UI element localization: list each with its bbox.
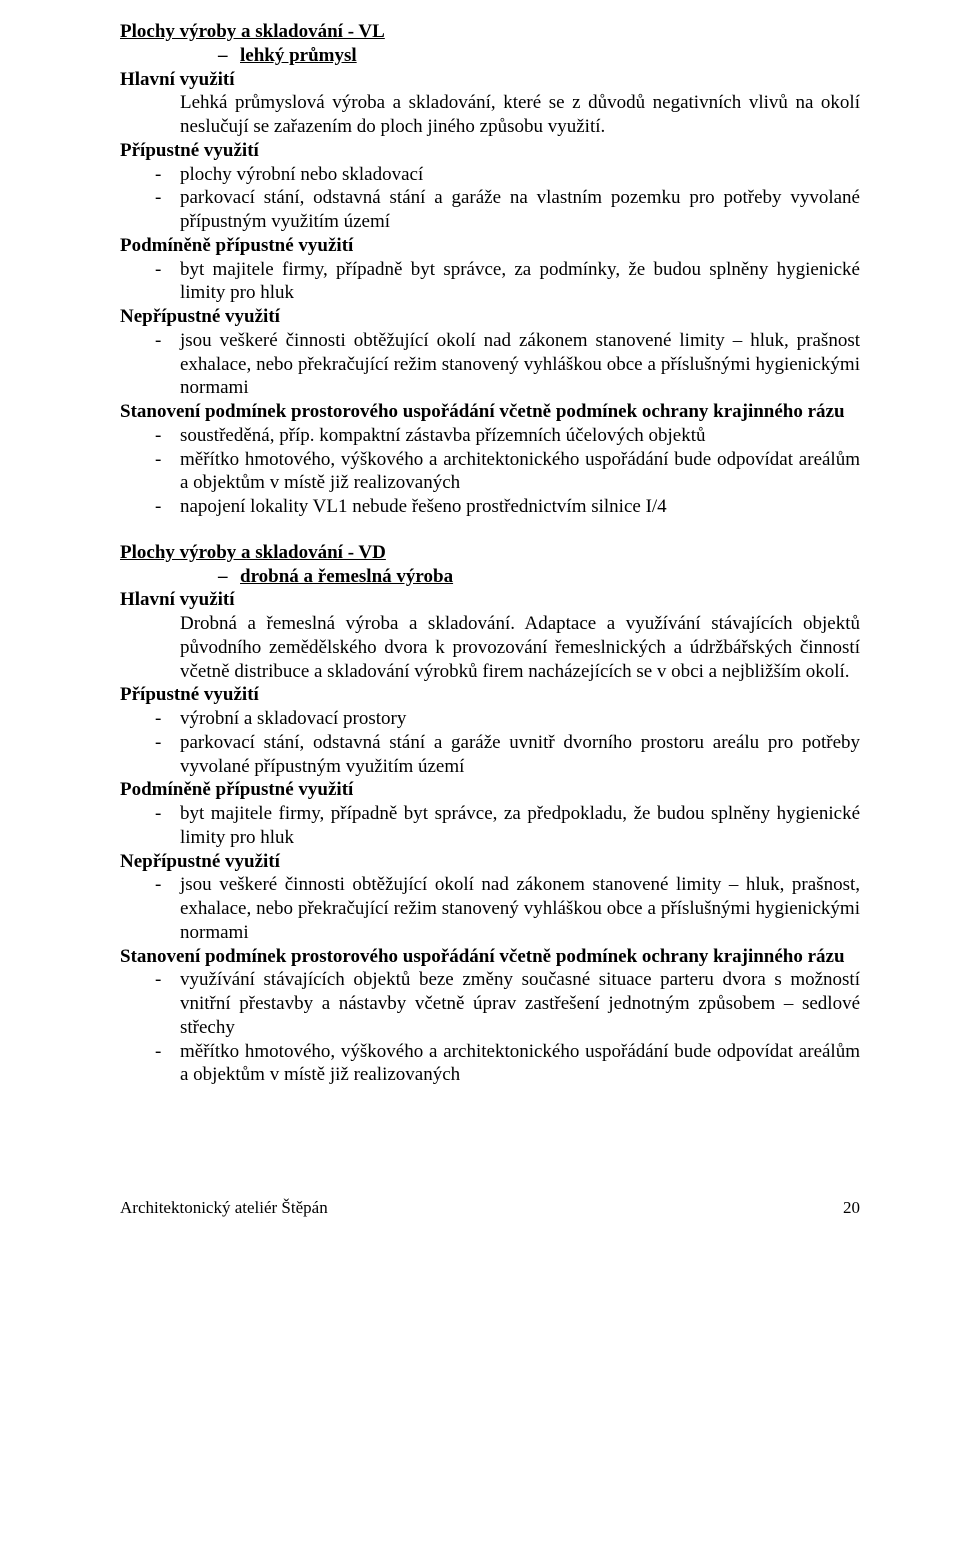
vl-nepr-list: jsou veškeré činnosti obtěžující okolí n…: [120, 329, 860, 400]
list-item: využívání stávajících objektů beze změny…: [120, 968, 860, 1039]
list-item: napojení lokality VL1 nebude řešeno pros…: [120, 495, 860, 519]
section-gap: [120, 519, 860, 541]
list-item: jsou veškeré činnosti obtěžující okolí n…: [120, 873, 860, 944]
list-item: plochy výrobní nebo skladovací: [120, 163, 860, 187]
page-footer: Architektonický ateliér Štěpán 20: [120, 1197, 860, 1218]
vl-podm-list: byt majitele firmy, případně byt správce…: [120, 258, 860, 306]
list-item: jsou veškeré činnosti obtěžující okolí n…: [120, 329, 860, 400]
vl-prip-heading: Přípustné využití: [120, 139, 860, 163]
vl-main-heading: Hlavní využití: [120, 68, 860, 92]
vd-nepr-heading: Nepřípustné využití: [120, 850, 860, 874]
list-item: soustředěná, příp. kompaktní zástavba př…: [120, 424, 860, 448]
list-item: byt majitele firmy, případně byt správce…: [120, 802, 860, 850]
vd-podm-list: byt majitele firmy, případně byt správce…: [120, 802, 860, 850]
vd-main-text: Drobná a řemeslná výroba a skladování. A…: [180, 612, 860, 683]
footer-page-number: 20: [843, 1197, 860, 1218]
vl-main-text: Lehká průmyslová výroba a skladování, kt…: [180, 91, 860, 139]
vl-title: Plochy výroby a skladování - VL: [120, 20, 860, 44]
vl-podm-heading: Podmíněně přípustné využití: [120, 234, 860, 258]
list-item: měřítko hmotového, výškového a architekt…: [120, 1040, 860, 1088]
list-item: výrobní a skladovací prostory: [120, 707, 860, 731]
vl-nepr-heading: Nepřípustné využití: [120, 305, 860, 329]
vd-prip-heading: Přípustné využití: [120, 683, 860, 707]
list-item: měřítko hmotového, výškového a architekt…: [120, 448, 860, 496]
vd-nepr-list: jsou veškeré činnosti obtěžující okolí n…: [120, 873, 860, 944]
vl-subtitle: lehký průmysl: [240, 44, 860, 68]
vd-subtitle: drobná a řemeslná výroba: [240, 565, 860, 589]
vd-stanov-heading: Stanovení podmínek prostorového uspořádá…: [120, 945, 860, 969]
vd-podm-heading: Podmíněně přípustné využití: [120, 778, 860, 802]
vd-prip-list: výrobní a skladovací prostory parkovací …: [120, 707, 860, 778]
list-item: parkovací stání, odstavná stání a garáže…: [120, 731, 860, 779]
vl-prip-list: plochy výrobní nebo skladovací parkovací…: [120, 163, 860, 234]
vd-stanov-list: využívání stávajících objektů beze změny…: [120, 968, 860, 1087]
vd-title: Plochy výroby a skladování - VD: [120, 541, 860, 565]
list-item: byt majitele firmy, případně byt správce…: [120, 258, 860, 306]
vl-stanov-list: soustředěná, příp. kompaktní zástavba př…: [120, 424, 860, 519]
list-item: parkovací stání, odstavná stání a garáže…: [120, 186, 860, 234]
footer-left: Architektonický ateliér Štěpán: [120, 1197, 328, 1218]
section-vd: Plochy výroby a skladování - VD drobná a…: [120, 541, 860, 1087]
vd-main-heading: Hlavní využití: [120, 588, 860, 612]
section-vl: Plochy výroby a skladování - VL lehký pr…: [120, 20, 860, 519]
vl-stanov-heading: Stanovení podmínek prostorového uspořádá…: [120, 400, 860, 424]
